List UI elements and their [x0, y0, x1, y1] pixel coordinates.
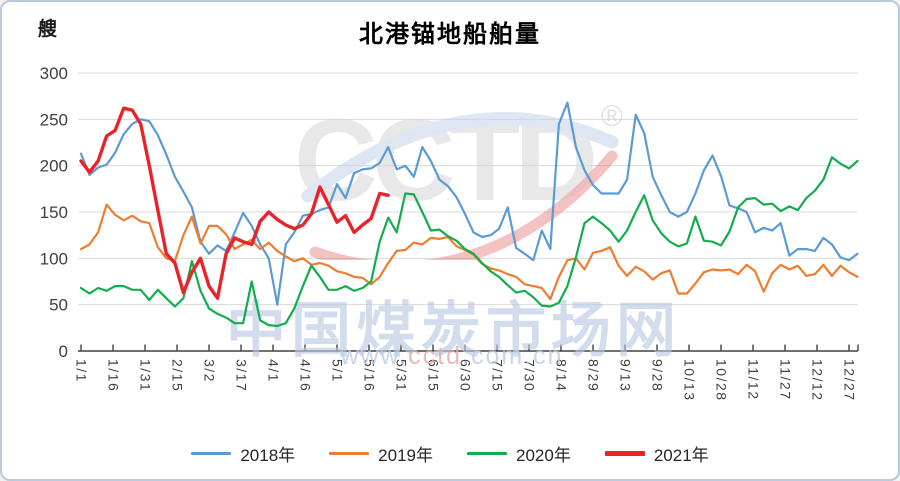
svg-text:12/12: 12/12 — [810, 359, 826, 402]
svg-text:12/27: 12/27 — [842, 359, 858, 402]
svg-text:50: 50 — [49, 296, 68, 315]
svg-text:1/1: 1/1 — [74, 359, 90, 383]
svg-text:1/16: 1/16 — [106, 359, 122, 392]
legend-label-2019: 2019年 — [378, 445, 433, 465]
svg-text:0: 0 — [59, 342, 68, 361]
svg-text:10/28: 10/28 — [714, 359, 730, 402]
watermark-cctd-logo: CCTD ® — [290, 92, 625, 260]
svg-text:300: 300 — [40, 64, 68, 83]
cctd-logo-arcs — [301, 112, 619, 260]
url-mid: cctd — [408, 342, 463, 370]
legend-label-2020: 2020年 — [516, 445, 571, 465]
legend-swatch-2019 — [329, 451, 370, 455]
legend: 2018年 2019年 2020年 2021年 — [2, 437, 898, 469]
y-axis-unit-label: 艘 — [38, 19, 58, 40]
legend-item-2019: 2019年 — [329, 441, 433, 466]
legend-swatch-2021 — [604, 450, 645, 456]
url-prefix: www. — [340, 342, 409, 370]
legend-swatch-2020 — [467, 451, 507, 455]
svg-text:11/12: 11/12 — [746, 359, 762, 401]
watermark-site-url: www.cctd.com.cn — [252, 342, 652, 371]
svg-text:11/27: 11/27 — [778, 359, 794, 401]
svg-text:250: 250 — [40, 110, 68, 129]
legend-label-2018: 2018年 — [240, 445, 296, 465]
chart-title: 北港锚地船舶量 — [359, 21, 541, 48]
svg-text:2/15: 2/15 — [170, 359, 186, 392]
legend-item-2021: 2021年 — [604, 441, 709, 466]
svg-text:1/31: 1/31 — [138, 359, 154, 392]
svg-text:100: 100 — [40, 249, 68, 268]
url-suffix: .com.cn — [462, 342, 564, 370]
legend-item-2018: 2018年 — [191, 441, 295, 466]
registered-mark-icon: ® — [600, 100, 623, 133]
svg-text:200: 200 — [40, 157, 68, 176]
legend-item-2020: 2020年 — [467, 441, 571, 466]
legend-label-2021: 2021年 — [653, 445, 709, 465]
svg-text:150: 150 — [40, 203, 68, 222]
legend-swatch-2018 — [191, 451, 232, 455]
